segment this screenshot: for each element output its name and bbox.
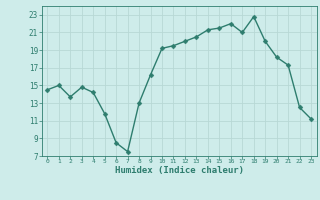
- X-axis label: Humidex (Indice chaleur): Humidex (Indice chaleur): [115, 166, 244, 175]
